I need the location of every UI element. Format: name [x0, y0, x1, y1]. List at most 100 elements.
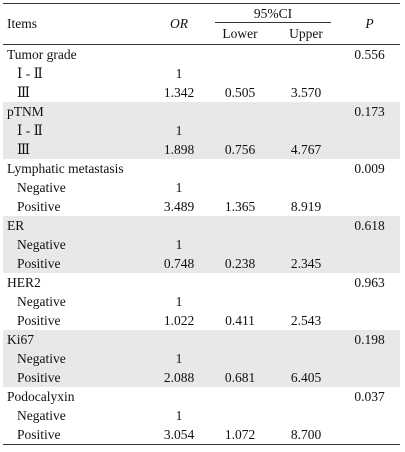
row-label: Positive: [17, 198, 61, 214]
ci-lower: [207, 121, 273, 140]
or-value: 1.342: [163, 84, 195, 100]
cell: [151, 216, 207, 235]
row-label: Ⅰ - Ⅱ: [3, 121, 151, 140]
ci-upper: 8.919: [290, 198, 322, 214]
cell: [339, 368, 400, 387]
cell: [151, 45, 207, 65]
cell: [339, 311, 400, 330]
ci-lower: 0.505: [224, 84, 256, 100]
sub-row: Positive 0.748 0.238 2.345: [3, 254, 400, 273]
cell: [273, 216, 339, 235]
cell: [207, 45, 273, 65]
header-or: OR: [151, 3, 207, 45]
results-table: Items OR 95%CI P Lower Upper Tumor grade…: [3, 3, 400, 445]
p-value: 0.173: [339, 102, 400, 121]
ci-upper: [273, 235, 339, 254]
cell: [207, 159, 273, 178]
row-label: Ⅰ - Ⅱ: [17, 65, 43, 81]
sub-row: Ⅲ 1.342 0.505 3.570: [3, 83, 400, 102]
ci-upper: [273, 121, 339, 140]
group-label: Lymphatic metastasis: [7, 160, 124, 176]
ci-upper: 6.405: [273, 368, 339, 387]
group-label: Podocalyxin: [7, 388, 75, 404]
cell: [151, 387, 207, 406]
cell: [151, 273, 207, 292]
ci-upper: [273, 406, 339, 425]
or-value: 2.088: [151, 368, 207, 387]
cell: [273, 45, 339, 65]
sub-row: Negative 1: [3, 178, 400, 197]
ci-upper: 4.767: [273, 140, 339, 159]
ci-upper: [273, 292, 339, 311]
or-value: 1: [175, 407, 183, 423]
group-label: HER2: [7, 274, 41, 290]
ci-lower: 0.756: [207, 140, 273, 159]
cell: [339, 140, 400, 159]
group-row: Ki67 0.198: [3, 330, 400, 349]
sub-row: Ⅲ 1.898 0.756 4.767: [3, 140, 400, 159]
ci-upper: 8.700: [273, 425, 339, 445]
ci-lower: [207, 406, 273, 425]
cell: [339, 349, 400, 368]
or-value: 1.898: [151, 140, 207, 159]
cell: [207, 216, 273, 235]
or-value: 0.748: [151, 254, 207, 273]
table-body: Tumor grade 0.556 Ⅰ - Ⅱ 1 Ⅲ 1.342 0.505 3.570 pT…: [3, 45, 400, 445]
row-label: Ⅲ: [17, 84, 31, 100]
or-value: 1: [175, 65, 183, 81]
row-label: Ⅲ: [3, 140, 151, 159]
group-row: ER 0.618: [3, 216, 400, 235]
group-row: pTNM 0.173: [3, 102, 400, 121]
sub-row: Positive 2.088 0.681 6.405: [3, 368, 400, 387]
or-value: 1: [175, 179, 183, 195]
cell: [339, 64, 400, 83]
cell: [207, 387, 273, 406]
cell: [339, 292, 400, 311]
cell: [273, 102, 339, 121]
ci-lower: 0.681: [207, 368, 273, 387]
header-p: P: [339, 3, 400, 45]
cell: [339, 406, 400, 425]
group-row: HER2 0.963: [3, 273, 400, 292]
cell: [273, 330, 339, 349]
ci-lower: 1.365: [224, 198, 256, 214]
cell: [207, 273, 273, 292]
p-value: 0.963: [354, 274, 385, 290]
cell: [207, 330, 273, 349]
group-row: Lymphatic metastasis 0.009: [3, 159, 400, 178]
cell: [339, 254, 400, 273]
sub-row: Ⅰ - Ⅱ 1: [3, 64, 400, 83]
row-label: Negative: [17, 407, 66, 423]
row-label: Positive: [17, 312, 61, 328]
header-ci: 95%CI: [207, 3, 339, 24]
p-value: 0.009: [354, 160, 385, 176]
group-label: Tumor grade: [7, 46, 77, 62]
cell: [339, 121, 400, 140]
group-label: Ki67: [3, 330, 151, 349]
ci-lower: [207, 349, 273, 368]
cell: [273, 159, 339, 178]
ci-upper: 2.543: [290, 312, 322, 328]
ci-lower: 0.411: [225, 312, 255, 328]
ci-upper: 2.345: [273, 254, 339, 273]
or-value: 1.022: [163, 312, 195, 328]
or-value: 3.489: [163, 198, 195, 214]
ci-lower: [207, 292, 273, 311]
cell: [339, 83, 400, 102]
ci-lower: 1.072: [207, 425, 273, 445]
sub-row: Negative 1: [3, 349, 400, 368]
or-value: 1: [151, 121, 207, 140]
or-value: 1: [151, 235, 207, 254]
row-label: Positive: [3, 425, 151, 445]
or-value: 1: [175, 293, 183, 309]
ci-lower: 0.238: [207, 254, 273, 273]
or-value: 1: [151, 349, 207, 368]
cell: [273, 273, 339, 292]
header-upper: Upper: [273, 24, 339, 45]
group-label: ER: [3, 216, 151, 235]
sub-row: Negative 1: [3, 406, 400, 425]
cell: [151, 102, 207, 121]
ci-lower: [207, 235, 273, 254]
